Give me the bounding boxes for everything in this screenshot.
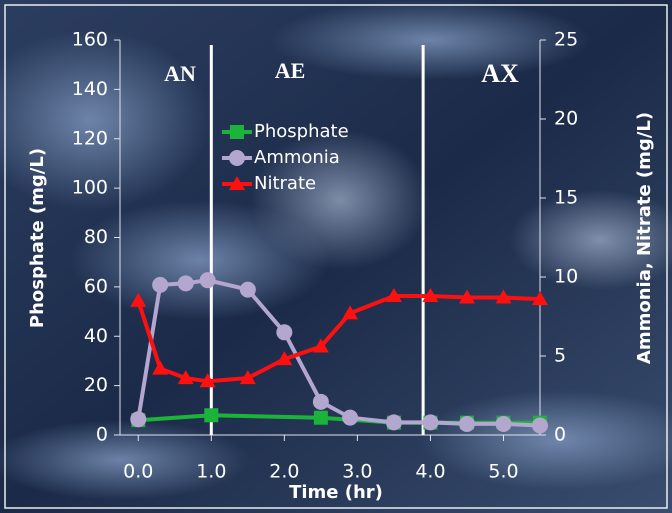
- legend-swatch: [230, 125, 244, 139]
- marker: [276, 324, 292, 340]
- chart: Phosphate (mg/L) Ammonia, Nitrate (mg/L)…: [0, 0, 672, 513]
- x-tick-label: 2.0: [269, 461, 299, 483]
- phase-label: AE: [275, 58, 306, 83]
- x-axis-title: Time (hr): [289, 482, 383, 503]
- x-tick-label: 4.0: [415, 461, 445, 483]
- phase-label: AX: [481, 59, 519, 88]
- legend-label: Phosphate: [254, 121, 349, 142]
- x-tick-label: 5.0: [488, 461, 518, 483]
- y2-tick-label: 15: [554, 187, 578, 209]
- y-tick-label: 140: [72, 78, 108, 100]
- y-tick-label: 120: [72, 127, 108, 149]
- legend-label: Nitrate: [254, 173, 316, 194]
- x-tick-label: 1.0: [196, 461, 226, 483]
- y-tick-label: 0: [96, 424, 108, 446]
- y-axis-title: Phosphate (mg/L): [27, 148, 48, 328]
- y-tick-label: 20: [84, 374, 108, 396]
- marker: [386, 414, 402, 430]
- phase-label: AN: [164, 61, 196, 86]
- marker: [459, 416, 475, 432]
- y-tick-label: 80: [84, 226, 108, 248]
- marker: [532, 418, 548, 434]
- x-tick-label: 0.0: [123, 461, 153, 483]
- marker: [130, 411, 146, 427]
- marker: [342, 410, 358, 426]
- marker: [240, 282, 256, 298]
- y-tick-label: 100: [72, 177, 108, 199]
- y-tick-label: 160: [72, 29, 108, 51]
- marker: [152, 277, 168, 293]
- legend-label: Ammonia: [254, 147, 340, 168]
- marker: [495, 416, 511, 432]
- marker: [200, 272, 216, 288]
- marker: [314, 411, 328, 425]
- marker: [422, 414, 438, 430]
- y-tick-label: 40: [84, 325, 108, 347]
- y2-tick-label: 0: [554, 424, 566, 446]
- y2-axis-title: Ammonia, Nitrate (mg/L): [634, 112, 655, 364]
- y-tick-label: 60: [84, 275, 108, 297]
- marker: [204, 408, 218, 422]
- y2-tick-label: 25: [554, 29, 578, 51]
- marker: [313, 394, 329, 410]
- y2-tick-label: 10: [554, 266, 578, 288]
- y2-tick-label: 20: [554, 108, 578, 130]
- marker: [178, 275, 194, 291]
- x-tick-label: 3.0: [342, 461, 372, 483]
- y2-tick-label: 5: [554, 345, 566, 367]
- legend-swatch: [229, 150, 245, 166]
